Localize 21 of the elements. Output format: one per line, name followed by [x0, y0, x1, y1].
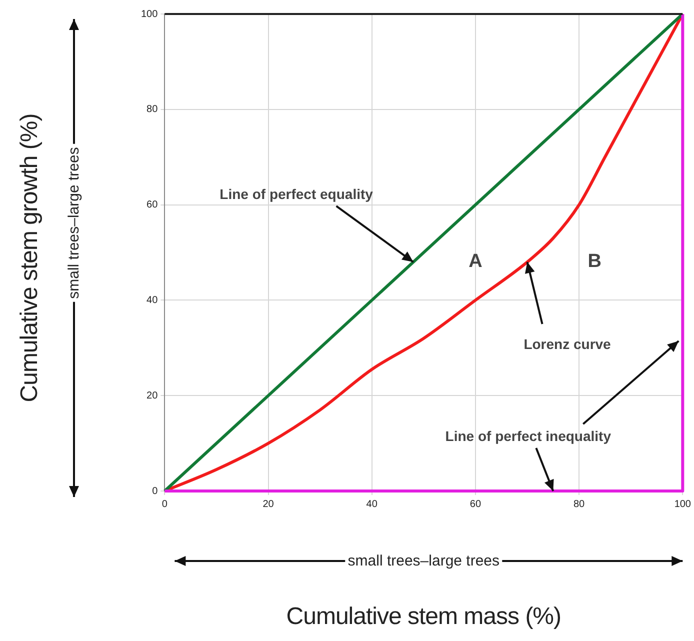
annotation: Lorenz curve [524, 336, 611, 352]
text: small trees–large trees [344, 552, 503, 570]
annotation: Line of perfect equality [220, 186, 373, 202]
y-tick-label: 40 [146, 294, 158, 306]
annotation: B [588, 251, 602, 274]
y-tick-label: 100 [140, 8, 158, 20]
x-axis-title: Cumulative stem mass (%) [286, 603, 562, 631]
y-tick-label: 80 [146, 104, 158, 116]
x-tick-label: 0 [162, 498, 168, 510]
x-tick-label: 40 [366, 498, 378, 510]
y-tick-label: 0 [152, 486, 158, 497]
x-tick-label: 100 [674, 498, 692, 510]
y-axis-title: Cumulative stem growth (%) [16, 113, 44, 402]
x-tick-label: 60 [470, 498, 482, 510]
y-tick-label: 20 [146, 390, 158, 402]
text: small trees–large trees [66, 144, 82, 302]
x-tick-label: 20 [262, 498, 274, 510]
annotation: Line of perfect inequality [445, 428, 612, 444]
y-tick-label: 60 [146, 200, 158, 211]
annotation: A [468, 251, 482, 274]
x-tick-label: 80 [574, 498, 586, 510]
